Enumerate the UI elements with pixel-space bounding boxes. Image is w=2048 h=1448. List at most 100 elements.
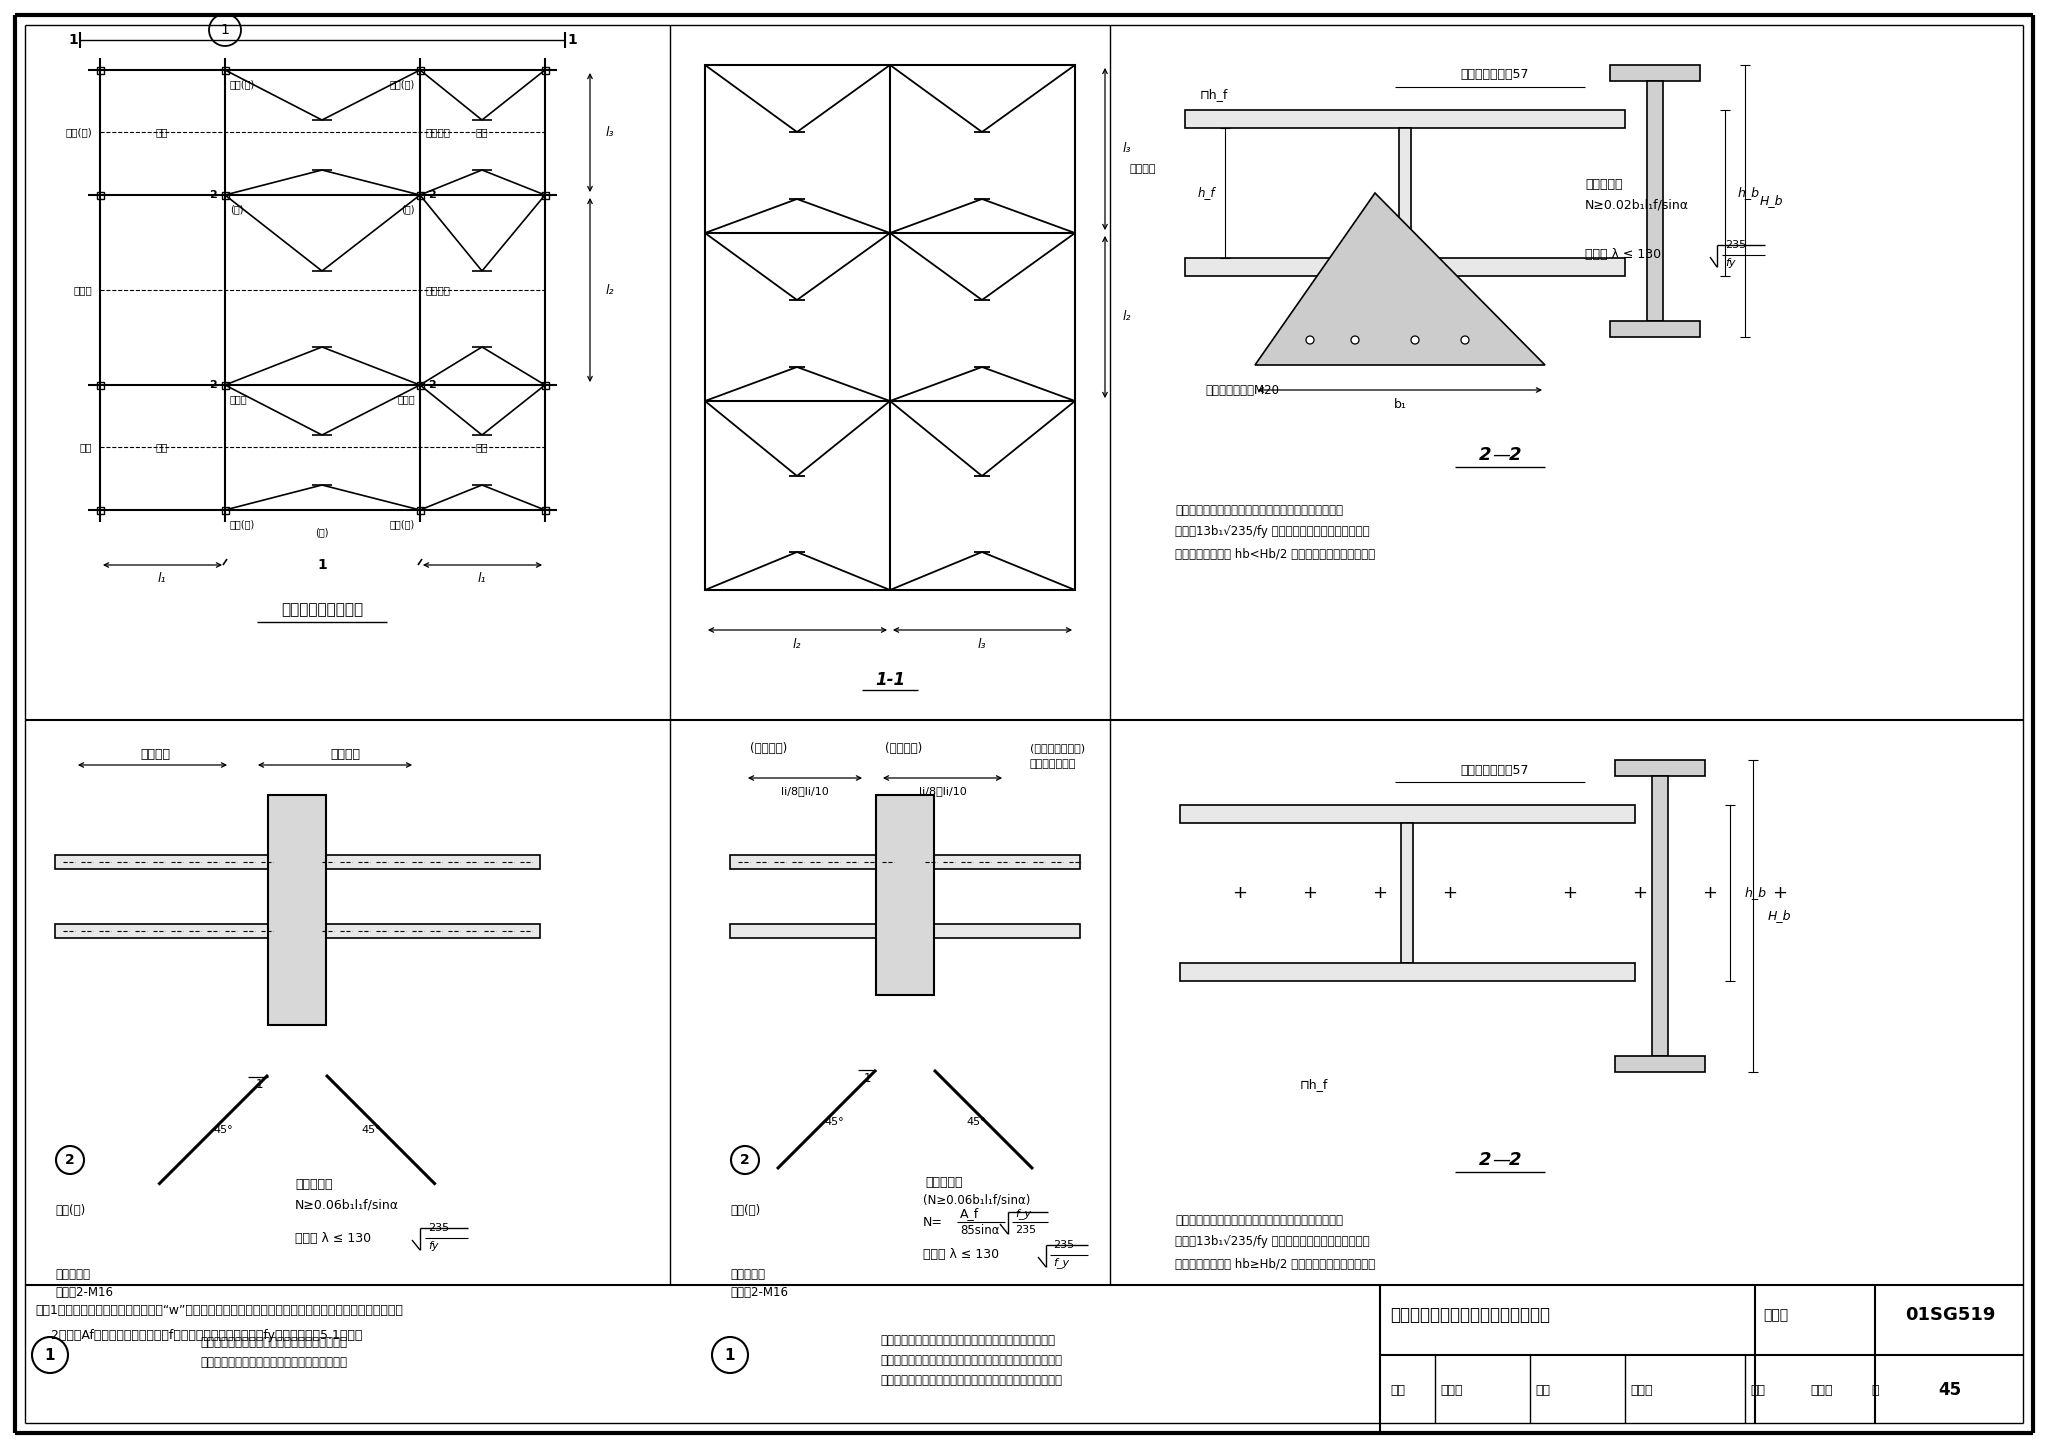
Bar xyxy=(1653,776,1667,1056)
Text: l₃: l₃ xyxy=(977,639,987,652)
Text: 235: 235 xyxy=(1016,1225,1036,1235)
Text: 2: 2 xyxy=(1479,446,1491,463)
Text: 框架梁: 框架梁 xyxy=(397,394,416,404)
Text: 连接尺寸参见表57: 连接尺寸参见表57 xyxy=(1460,763,1530,776)
Text: 隔梁(下): 隔梁(下) xyxy=(729,1203,760,1216)
Bar xyxy=(96,507,104,514)
Text: 连接尺寸参见表57: 连接尺寸参见表57 xyxy=(1460,68,1530,81)
Text: 轴力设计值: 轴力设计值 xyxy=(926,1176,963,1189)
Text: 隔梁(下): 隔梁(下) xyxy=(229,80,256,88)
Text: (下): (下) xyxy=(315,527,330,537)
Text: —: — xyxy=(1493,446,1509,463)
Text: 长细比 λ ≤ 130: 长细比 λ ≤ 130 xyxy=(1585,249,1661,262)
Text: 隔梁(上): 隔梁(上) xyxy=(389,518,416,529)
Text: h_b: h_b xyxy=(1745,886,1767,899)
Text: 注：括号内的数字仅用于偏心支撑消能梁段两端的侧向支撑: 注：括号内的数字仅用于偏心支撑消能梁段两端的侧向支撑 xyxy=(881,1374,1063,1387)
Bar xyxy=(1647,81,1663,321)
Text: 2: 2 xyxy=(428,190,436,200)
Text: +: + xyxy=(1372,883,1386,902)
Bar xyxy=(705,65,1075,589)
Text: 235: 235 xyxy=(1053,1239,1073,1250)
Text: 2: 2 xyxy=(1509,446,1522,463)
Text: 235: 235 xyxy=(428,1224,449,1234)
Polygon shape xyxy=(1255,193,1544,365)
Text: +: + xyxy=(1303,883,1317,902)
Text: l₁: l₁ xyxy=(477,572,485,585)
Bar xyxy=(1180,805,1634,822)
Text: +: + xyxy=(1563,883,1577,902)
Text: 隔梁(上): 隔梁(上) xyxy=(55,1203,86,1216)
Text: h_b: h_b xyxy=(1739,187,1759,200)
Bar xyxy=(418,382,424,390)
Text: H_b: H_b xyxy=(1759,194,1784,207)
Text: 抗震设时，框架梁在偏心支撑消能梁段两端，于: 抗震设时，框架梁在偏心支撑消能梁段两端，于 xyxy=(201,1335,346,1348)
Text: fy: fy xyxy=(428,1241,438,1251)
Text: l₂: l₂ xyxy=(606,284,614,297)
Bar xyxy=(1616,1056,1706,1072)
Text: 侧向支撑，且当其 hb≥Hb/2 时，可采用本节点的作法。: 侧向支撑，且当其 hb≥Hb/2 时，可采用本节点的作法。 xyxy=(1176,1257,1374,1270)
Text: ⊓h_f: ⊓h_f xyxy=(1200,88,1229,101)
Text: f_y: f_y xyxy=(1053,1257,1069,1268)
Text: l₃: l₃ xyxy=(606,126,614,139)
Text: 2: 2 xyxy=(66,1153,76,1167)
Bar xyxy=(221,193,229,198)
Text: 高强度螺栓宜用M20: 高强度螺栓宜用M20 xyxy=(1204,384,1280,397)
Text: 1: 1 xyxy=(68,33,78,46)
Text: 结构平面布置示意图: 结构平面布置示意图 xyxy=(281,602,362,617)
Bar xyxy=(899,869,909,924)
Text: (下): (下) xyxy=(401,204,416,214)
Bar xyxy=(1610,321,1700,337)
Text: (当有偏心支撑时): (当有偏心支撑时) xyxy=(1030,743,1085,753)
Bar xyxy=(55,924,541,938)
Text: 轴力设计值: 轴力设计值 xyxy=(1585,178,1622,191)
Text: A_f: A_f xyxy=(961,1208,979,1221)
Text: 1: 1 xyxy=(567,33,578,46)
Text: 长细比 λ ≤ 130: 长细比 λ ≤ 130 xyxy=(295,1231,371,1244)
Text: 距大于13b₁√235/fy 利用次梁作为框架梁上下翼缘的: 距大于13b₁√235/fy 利用次梁作为框架梁上下翼缘的 xyxy=(1176,1235,1370,1248)
Text: 设计: 设计 xyxy=(1749,1383,1765,1396)
Text: 注：1、在平面图中，凡图中梁端带有“w”符号者，系表示梁端与柱为刚性连接，无此符号者，为铰接连接。: 注：1、在平面图中，凡图中梁端带有“w”符号者，系表示梁端与柱为刚性连接，无此符… xyxy=(35,1303,403,1316)
Text: 1: 1 xyxy=(45,1348,55,1363)
Text: 框架梁: 框架梁 xyxy=(74,285,92,295)
Text: 45: 45 xyxy=(1939,1381,1962,1399)
Text: l₂: l₂ xyxy=(793,639,801,652)
Text: 侧向支撑，且当其 hb<Hb/2 时，可采用本节点的作法。: 侧向支撑，且当其 hb<Hb/2 时，可采用本节点的作法。 xyxy=(1176,547,1374,560)
Text: (消能梁段): (消能梁段) xyxy=(750,741,786,754)
Bar xyxy=(1186,258,1624,277)
Text: li/8～li/10: li/8～li/10 xyxy=(920,786,967,796)
Text: +: + xyxy=(1442,883,1458,902)
Text: 1: 1 xyxy=(864,1072,870,1085)
Text: 隔梁(上): 隔梁(上) xyxy=(389,80,416,88)
Bar xyxy=(293,869,301,924)
Bar xyxy=(877,795,934,995)
Text: 校对: 校对 xyxy=(1536,1383,1550,1396)
Text: 别其祥: 别其祥 xyxy=(1810,1383,1833,1396)
Text: 消能梁段: 消能梁段 xyxy=(330,749,360,762)
Text: 偏心支撑: 偏心支撑 xyxy=(426,127,451,138)
Text: N≥0.06b₁l₁f/sinα: N≥0.06b₁l₁f/sinα xyxy=(295,1199,399,1212)
Text: (消能梁段): (消能梁段) xyxy=(885,741,922,754)
Bar xyxy=(543,67,549,74)
Text: +: + xyxy=(1702,883,1718,902)
Text: 1: 1 xyxy=(221,23,229,38)
Text: 次梁: 次梁 xyxy=(156,127,168,138)
Text: 2: 2 xyxy=(209,190,217,200)
Text: l₃: l₃ xyxy=(1122,142,1130,155)
Text: 45°: 45° xyxy=(823,1116,844,1127)
Circle shape xyxy=(1307,336,1315,345)
Text: 01SG519: 01SG519 xyxy=(1905,1306,1995,1323)
Text: 1: 1 xyxy=(256,1079,262,1092)
Text: 偏心支撑: 偏心支撑 xyxy=(426,285,451,295)
Bar xyxy=(729,854,1079,869)
Text: f_y: f_y xyxy=(1016,1209,1030,1219)
Circle shape xyxy=(1411,336,1419,345)
Text: +: + xyxy=(1632,883,1647,902)
Text: l₁: l₁ xyxy=(158,572,166,585)
Bar xyxy=(1180,963,1634,980)
Text: 1: 1 xyxy=(317,557,328,572)
Bar xyxy=(1616,760,1706,776)
Text: 梁，于框架梁下翼缘水平平面内须设置侧向支撑的连接构造: 梁，于框架梁下翼缘水平平面内须设置侧向支撑的连接构造 xyxy=(881,1354,1063,1367)
Bar xyxy=(1610,65,1700,81)
Text: 审核: 审核 xyxy=(1391,1383,1405,1396)
Text: 次梁: 次梁 xyxy=(156,442,168,452)
